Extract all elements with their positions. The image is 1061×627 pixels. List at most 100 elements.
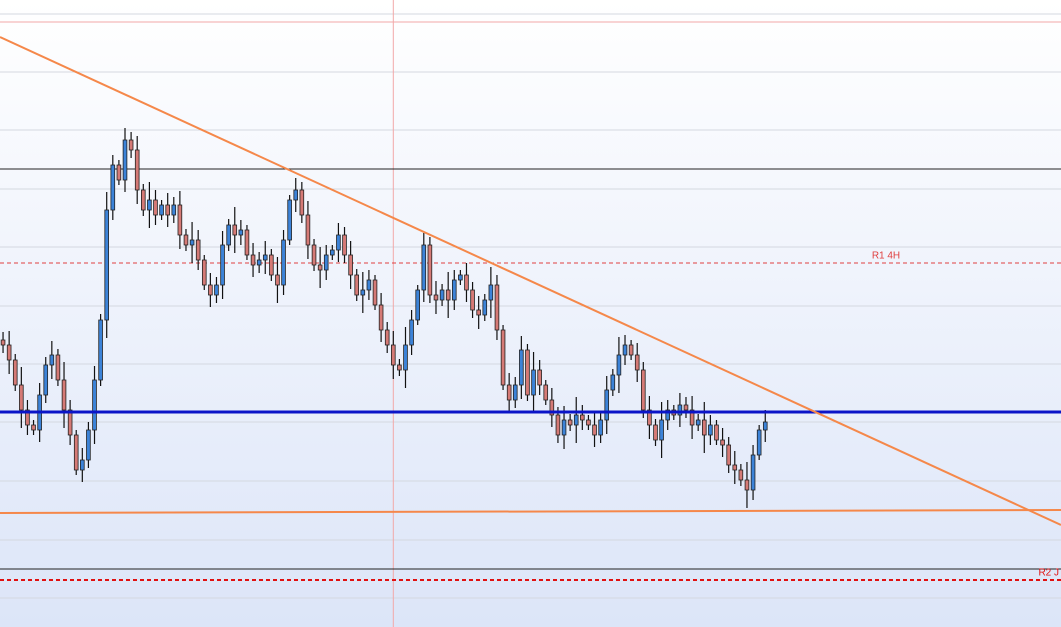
candle-body <box>287 199 292 241</box>
candle-body <box>208 284 213 296</box>
candle-body <box>409 319 414 346</box>
candle-body <box>525 349 530 396</box>
candle-body <box>311 244 317 266</box>
candle-body <box>189 239 195 246</box>
candle-body <box>403 344 408 371</box>
candle-body <box>592 424 597 436</box>
candle-body <box>49 354 55 366</box>
candle-body <box>756 429 762 456</box>
candle-body <box>159 204 164 216</box>
candle-body <box>201 259 207 286</box>
candle-body <box>116 164 122 181</box>
candle-body <box>269 254 274 276</box>
candle-body <box>500 329 506 386</box>
candle-body <box>92 379 97 431</box>
candle-body <box>494 284 500 331</box>
candle-body <box>275 274 280 286</box>
candle-body <box>415 289 420 321</box>
candle-body <box>580 414 585 421</box>
candle-body <box>0 339 6 346</box>
candle-body <box>305 214 311 246</box>
candle-body <box>19 384 24 411</box>
candle-body <box>561 419 567 436</box>
candle-body <box>616 354 622 376</box>
candle-body <box>622 344 628 356</box>
candle-body <box>421 244 427 291</box>
candle-body <box>323 254 329 271</box>
candle-body <box>336 234 341 251</box>
candle-body <box>634 354 640 371</box>
candle-body <box>61 379 67 411</box>
candle-body <box>122 139 128 181</box>
candle-body <box>110 164 116 211</box>
candle-body <box>104 209 110 321</box>
candle-body <box>147 199 152 211</box>
candle-body <box>372 279 378 306</box>
candle-body <box>73 434 79 471</box>
level-label: R2 J <box>1038 568 1059 579</box>
candle-body <box>439 289 445 301</box>
candle-body <box>330 249 335 256</box>
candle-body <box>726 444 731 466</box>
candle-body <box>43 364 49 396</box>
candle-body <box>677 404 683 416</box>
candle-body <box>512 384 518 401</box>
candle-body <box>226 224 231 246</box>
candle-body <box>720 439 725 446</box>
candle-body <box>12 359 18 386</box>
candle-body <box>738 469 744 481</box>
candle-body <box>433 294 439 301</box>
candle-body <box>567 419 573 426</box>
candle-body <box>519 349 524 386</box>
candle-body <box>134 149 140 191</box>
candle-body <box>628 344 634 356</box>
candle-body <box>354 274 360 296</box>
candle-body <box>391 344 396 366</box>
candle-body <box>281 239 286 286</box>
candle-body <box>506 384 512 401</box>
candle-body <box>610 374 616 391</box>
candle-body <box>549 399 555 416</box>
candle-body <box>128 139 134 151</box>
candle-body <box>665 409 670 421</box>
candle-body <box>531 369 536 396</box>
candle-body <box>384 329 390 346</box>
candle-body <box>744 479 750 491</box>
candle-body <box>214 284 219 296</box>
candle-body <box>695 419 701 426</box>
candle-body <box>67 409 73 436</box>
candle-body <box>683 404 689 411</box>
candle-body <box>256 259 262 266</box>
candle-body <box>641 369 646 411</box>
candle-body <box>220 244 225 286</box>
candle-body <box>762 421 768 431</box>
candle-body <box>299 189 305 216</box>
candle-body <box>647 409 652 426</box>
level-label: R1 4H <box>872 251 900 262</box>
candle-body <box>750 454 756 491</box>
candle-body <box>397 364 402 371</box>
candle-body <box>451 279 457 301</box>
candle-body <box>714 424 719 441</box>
candle-body <box>6 344 12 361</box>
candle-body <box>458 274 463 281</box>
candle-body <box>586 419 591 426</box>
candle-body <box>470 289 475 311</box>
candle-body <box>177 204 183 236</box>
candle-body <box>86 429 91 461</box>
candle-body <box>488 284 494 301</box>
candle-body <box>165 204 170 216</box>
candle-body <box>482 299 488 316</box>
candle-body <box>171 204 177 216</box>
candle-body <box>153 199 158 216</box>
candle-body <box>244 229 250 256</box>
candle-body <box>476 309 481 316</box>
candle-body <box>555 414 561 436</box>
candle-body <box>80 459 85 471</box>
candle-body <box>195 239 201 261</box>
candle-body <box>98 319 103 381</box>
candle-body <box>464 274 469 291</box>
